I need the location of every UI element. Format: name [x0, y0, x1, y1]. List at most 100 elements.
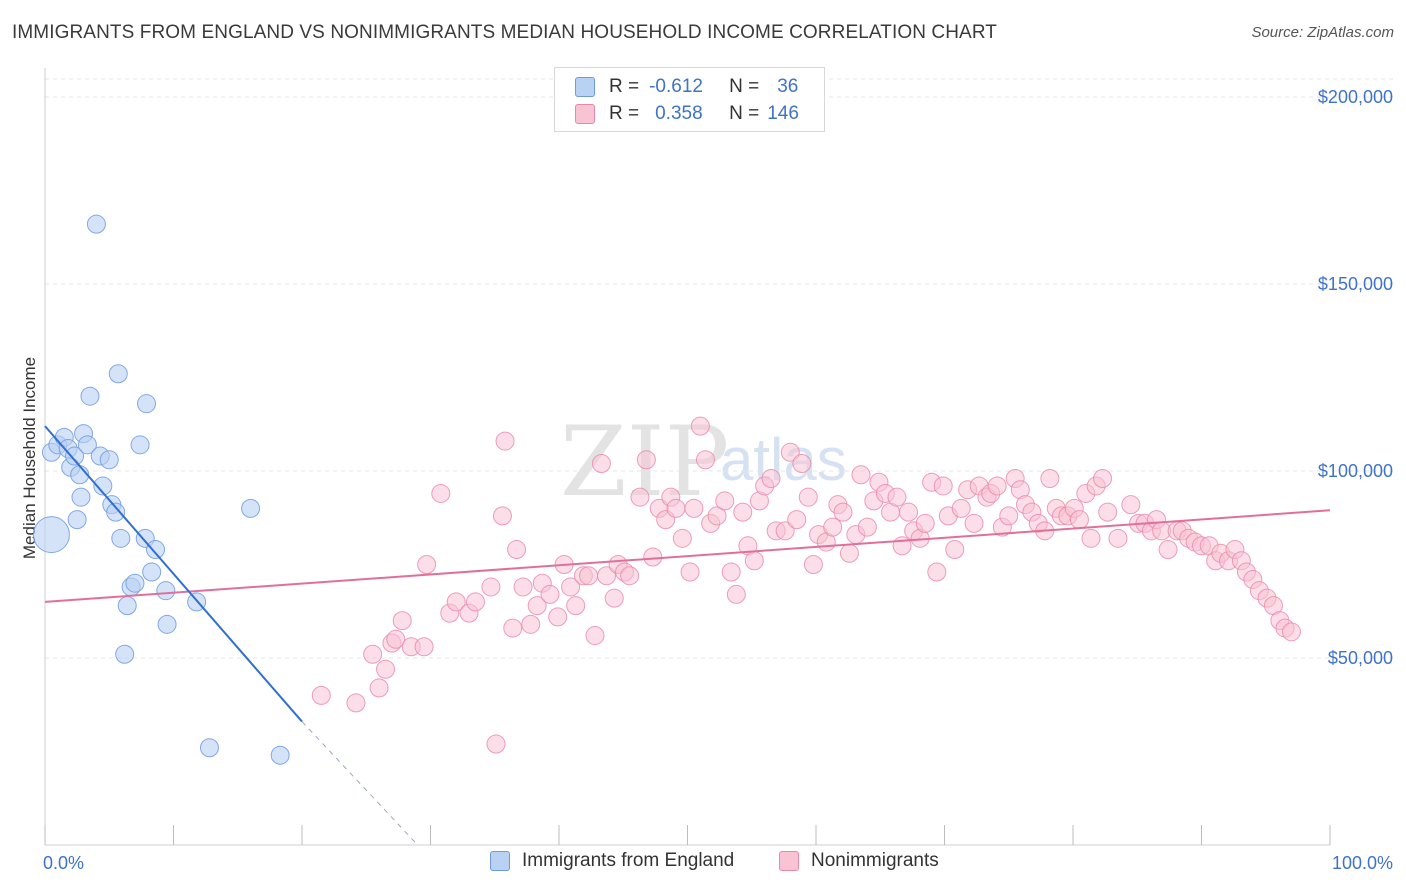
nonimmigrants-point	[527, 596, 547, 616]
source-label: Source: ZipAtlas.com	[1251, 24, 1394, 41]
nonimmigrants-point	[899, 502, 919, 522]
england-point	[77, 435, 97, 455]
nonimmigrants-point	[1108, 528, 1128, 548]
nonimmigrants-point	[486, 734, 506, 754]
nonimmigrants-point	[643, 547, 663, 567]
nonimmigrants-point	[707, 506, 727, 526]
nonimmigrants-point	[775, 521, 795, 541]
england-trendline-extension	[301, 721, 419, 846]
series-legend-england[interactable]: Immigrants from England	[490, 850, 734, 872]
nonimmigrants-point	[346, 693, 366, 713]
nonimmigrants-point	[465, 592, 485, 612]
nonimmigrants-trendline	[44, 509, 1331, 603]
nonimmigrants-point	[507, 540, 527, 560]
nonimmigrants-point	[787, 510, 807, 530]
nonimmigrants-point	[945, 540, 965, 560]
nonimmigrants-point	[620, 566, 640, 586]
england-trendline	[44, 425, 303, 723]
nonimmigrants-point	[604, 588, 624, 608]
x-tick-label-max: 100.0%	[1332, 853, 1393, 873]
england-point	[71, 487, 91, 507]
nonimmigrants-point	[630, 487, 650, 507]
legend-n-label: N =	[729, 76, 760, 97]
nonimmigrants-point	[964, 513, 984, 533]
england-point	[156, 581, 176, 601]
legend-n-value-england: 36	[777, 76, 799, 97]
nonimmigrants-point	[1069, 510, 1089, 530]
england-point	[99, 450, 119, 470]
nonimmigrants-point	[999, 506, 1019, 526]
england-point	[108, 364, 128, 384]
nonimmigrants-point	[951, 498, 971, 518]
legend-r-label: R =	[609, 103, 640, 124]
nonimmigrants-point	[684, 498, 704, 518]
nonimmigrants-point	[744, 551, 764, 571]
nonimmigrants-point	[780, 442, 800, 462]
legend-row-england: R = -0.612 N = 36	[575, 74, 798, 100]
series-legend-nonimmigrants[interactable]: Nonimmigrants	[779, 850, 939, 872]
nonimmigrants-point	[521, 614, 541, 634]
england-point	[106, 502, 126, 522]
nonimmigrants-point	[933, 476, 953, 496]
nonimmigrants-point	[585, 626, 605, 646]
nonimmigrants-point	[857, 517, 877, 537]
nonimmigrants-point	[987, 476, 1007, 496]
series-legend: Immigrants from England Nonimmigrants	[0, 850, 1406, 880]
nonimmigrants-point	[503, 618, 523, 638]
nonimmigrants-point	[715, 491, 735, 511]
england-point	[65, 446, 85, 466]
nonimmigrants-point	[1281, 622, 1301, 642]
nonimmigrants-point	[851, 465, 871, 485]
nonimmigrants-point	[733, 502, 753, 522]
nonimmigrants-point	[672, 528, 692, 548]
england-point	[270, 745, 290, 765]
nonimmigrants-point	[761, 468, 781, 488]
y-tick-label: $100,000	[1318, 461, 1393, 481]
watermark-text-atlas: atlas	[720, 426, 847, 493]
legend-r-value-england: -0.612	[649, 76, 703, 97]
nonimmigrants-point	[680, 562, 700, 582]
nonimmigrants-point	[726, 584, 746, 604]
series-swatch-blue	[490, 851, 510, 871]
nonimmigrants-point	[566, 596, 586, 616]
england-point	[199, 738, 219, 758]
nonimmigrants-point	[636, 450, 656, 470]
nonimmigrants-point	[915, 513, 935, 533]
nonimmigrants-point	[561, 577, 581, 597]
nonimmigrants-point	[597, 566, 617, 586]
nonimmigrants-point	[839, 543, 859, 563]
nonimmigrants-point	[540, 584, 560, 604]
nonimmigrants-point	[1121, 495, 1141, 515]
nonimmigrants-point	[695, 450, 715, 470]
england-point	[241, 498, 261, 518]
legend-row-nonimmigrants: R = 0.358 N = 146	[575, 101, 799, 127]
nonimmigrants-point	[798, 487, 818, 507]
nonimmigrants-point	[481, 577, 501, 597]
legend-r-label: R =	[609, 76, 640, 97]
england-point	[86, 214, 106, 234]
legend-swatch-blue	[575, 77, 595, 97]
nonimmigrants-point	[417, 555, 437, 574]
england-point	[125, 573, 145, 593]
nonimmigrants-point	[376, 659, 396, 679]
legend-r-value-nonimmigrants: 0.358	[655, 103, 703, 124]
england-point	[32, 516, 70, 554]
nonimmigrants-point	[591, 454, 611, 474]
england-point	[130, 435, 150, 455]
nonimmigrants-point	[431, 483, 451, 503]
nonimmigrants-point	[446, 592, 466, 612]
england-point	[93, 476, 113, 496]
series-swatch-pink	[779, 851, 799, 871]
series-label-nonimmigrants: Nonimmigrants	[811, 850, 939, 871]
nonimmigrants-point	[690, 416, 710, 436]
nonimmigrants-point	[363, 644, 383, 664]
y-axis-title: Median Household Income	[20, 357, 39, 559]
nonimmigrants-point	[392, 611, 412, 631]
series-label-england: Immigrants from England	[522, 850, 735, 871]
y-tick-label: $150,000	[1318, 274, 1393, 294]
legend-n-label: N =	[729, 103, 760, 124]
correlation-legend: R = -0.612 N = 36 R = 0.358 N = 146	[554, 67, 825, 132]
nonimmigrants-point	[369, 678, 389, 698]
nonimmigrants-point	[927, 562, 947, 582]
